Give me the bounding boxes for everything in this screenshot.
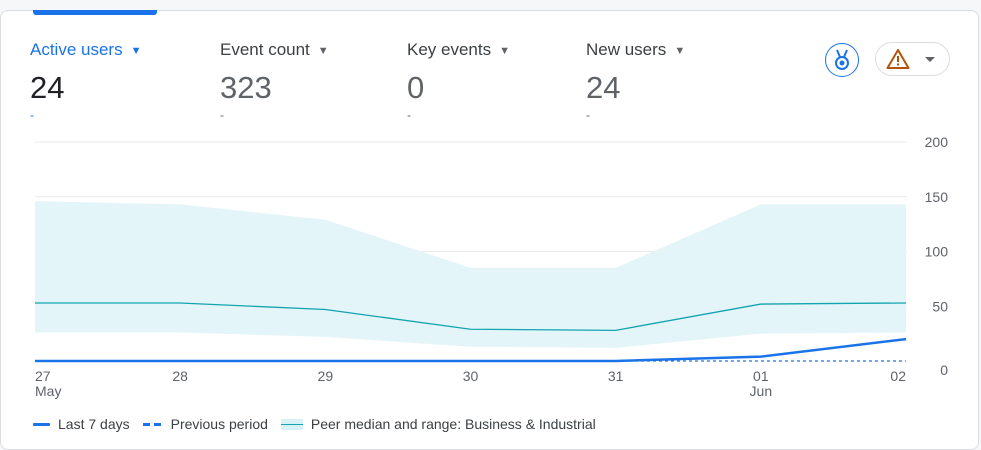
y-tick-label: 50 — [932, 298, 948, 314]
metric-value: 24 — [586, 70, 621, 105]
x-tick-label: 02 — [890, 368, 906, 384]
metric-label: New users — [586, 40, 667, 59]
insights-badge-icon — [835, 49, 849, 70]
metric-label: Event count — [220, 40, 310, 59]
y-tick-label: 150 — [925, 189, 949, 205]
metric-value: 24 — [30, 70, 65, 105]
x-tick-sublabel: May — [35, 383, 61, 399]
peer-median-line — [35, 302, 907, 331]
legend-item-previous-period[interactable]: Previous period — [142, 416, 268, 432]
active-tab-indicator — [33, 10, 157, 15]
y-axis-labels: 0 50 100 150 200 — [925, 134, 949, 378]
metric-label: Key events — [407, 40, 492, 59]
y-tick-label: 0 — [940, 362, 948, 378]
metric-delta: - — [220, 108, 224, 122]
peer-range-band — [35, 201, 906, 348]
caret-down-icon[interactable]: ▼ — [674, 45, 686, 57]
legend-swatch-dashed — [142, 422, 163, 426]
metric-label: Active users — [30, 40, 123, 59]
metric-event-count[interactable]: Event count ▼ 323 - — [220, 38, 329, 122]
anomaly-alert-dropdown[interactable] — [875, 42, 950, 76]
metric-active-users[interactable]: Active users ▼ 24 - — [30, 38, 141, 122]
metric-delta: - — [407, 108, 411, 122]
last-7-days-line — [35, 337, 907, 363]
legend-item-last-7-days[interactable]: Last 7 days — [33, 416, 130, 432]
metric-delta: - — [586, 108, 590, 122]
legend-label: Last 7 days — [58, 416, 130, 432]
x-tick-label: 29 — [318, 368, 334, 384]
chevron-down-icon — [925, 56, 935, 62]
metric-new-users[interactable]: New users ▼ 24 - — [586, 38, 685, 122]
insights-button[interactable] — [825, 43, 859, 77]
caret-down-icon[interactable]: ▼ — [499, 45, 510, 57]
legend-label: Peer median and range: Business & Indust… — [310, 416, 596, 432]
x-tick-label: 27 — [35, 368, 51, 384]
metric-key-events[interactable]: Key events ▼ 0 - — [407, 38, 510, 122]
x-tick-label: 31 — [608, 368, 624, 384]
x-tick-label: 30 — [463, 368, 479, 384]
warning-triangle-icon — [886, 49, 910, 69]
caret-down-icon[interactable]: ▼ — [130, 45, 142, 57]
x-tick-sublabel: Jun — [750, 383, 773, 399]
metric-value: 323 — [220, 70, 272, 105]
caret-down-icon[interactable]: ▼ — [317, 45, 329, 57]
legend-label: Previous period — [170, 416, 268, 432]
x-tick-label: 28 — [172, 368, 188, 384]
chart-legend: Last 7 days Previous period Peer median … — [33, 416, 599, 432]
legend-item-peer-benchmark[interactable]: Peer median and range: Business & Indust… — [280, 416, 596, 432]
y-tick-label: 200 — [925, 134, 949, 150]
legend-swatch-band — [280, 418, 303, 430]
metric-value: 0 — [407, 70, 425, 105]
metric-delta: - — [30, 108, 34, 122]
x-tick-label: 01 — [753, 368, 769, 384]
legend-swatch-solid — [33, 422, 50, 426]
y-tick-label: 100 — [925, 244, 949, 260]
